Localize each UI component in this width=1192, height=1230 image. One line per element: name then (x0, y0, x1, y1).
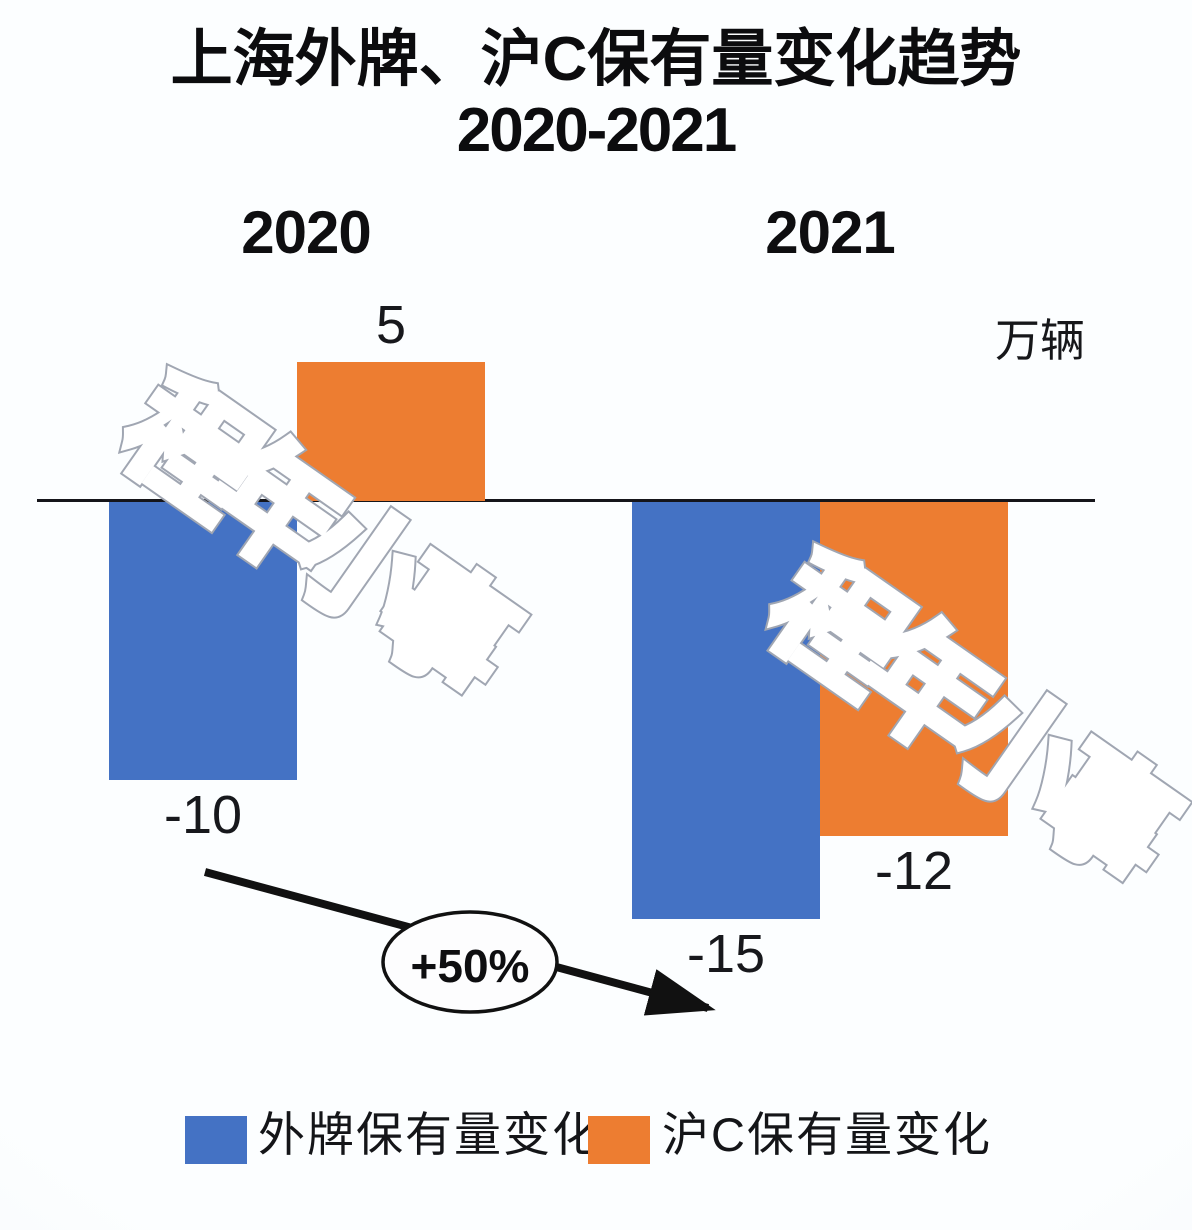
zero-axis-line (37, 499, 1095, 502)
value-label-2020-huc: 5 (375, 295, 407, 355)
bar-2020-huc (297, 362, 485, 501)
legend-swatch-huc (588, 1116, 650, 1164)
legend-label-huc: 沪C保有量变化 (662, 1108, 992, 1161)
bar-2020-waipai (109, 502, 297, 780)
category-label-2020: 2020 (241, 199, 371, 266)
chart-title: 上海外牌、沪C保有量变化趋势 (170, 25, 1022, 94)
annotation-text: +50% (411, 940, 530, 992)
legend-label-waipai: 外牌保有量变化 (258, 1108, 601, 1161)
value-label-2021-waipai: -15 (686, 924, 766, 984)
category-label-2021: 2021 (765, 199, 895, 266)
bar-2021-waipai (632, 502, 820, 919)
annotation-ellipse (381, 910, 559, 1014)
value-label-2021-huc: -12 (874, 840, 954, 901)
value-label-2020-waipai: -10 (163, 785, 243, 845)
unit-label: 万辆 (994, 315, 1086, 366)
chart-subtitle: 2020-2021 (456, 96, 738, 165)
legend-swatch-waipai (185, 1116, 247, 1164)
bar-2021-huc (820, 502, 1008, 836)
